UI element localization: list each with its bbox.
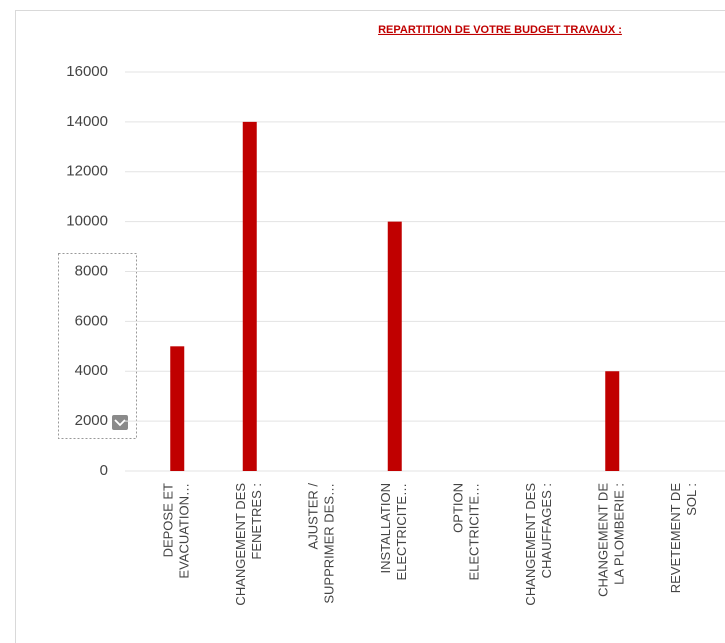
chart-area bbox=[15, 10, 725, 643]
chart-title: REPARTITION DE VOTRE BUDGET TRAVAUX : bbox=[378, 24, 622, 36]
x-tick-label: CHANGEMENT DES CHAUFFAGES : bbox=[523, 483, 554, 606]
x-tick-label-line: DEPOSE ET bbox=[161, 483, 176, 557]
x-tick-label-line: CHANGEMENT DES bbox=[233, 483, 248, 606]
x-tick-label: INSTALLATION ELECTRICITE… bbox=[378, 483, 409, 581]
x-tick-label: OPTION ELECTRICITE… bbox=[451, 483, 482, 581]
x-tick-label-line: SOL : bbox=[684, 483, 699, 516]
x-tick-label: CHANGEMENT DE LA PLOMBERIE : bbox=[596, 483, 627, 597]
y-tick-label: 8000 bbox=[75, 262, 108, 279]
x-tick-label-line: ELECTRICITE… bbox=[394, 483, 409, 581]
x-tick-label: REVETEMENT DE SOL : bbox=[668, 483, 699, 594]
y-tick-label: 0 bbox=[100, 462, 108, 479]
selection-box bbox=[58, 253, 137, 439]
x-tick-label-line: REVETEMENT DE bbox=[668, 483, 683, 594]
x-tick-label-line: LA PLOMBERIE : bbox=[612, 483, 627, 585]
x-tick-label-line: CHAUFFAGES : bbox=[539, 483, 554, 578]
x-tick-label: CHANGEMENT DES FENETRES : bbox=[233, 483, 264, 606]
y-tick-label: 4000 bbox=[75, 362, 108, 379]
y-tick-label: 10000 bbox=[66, 213, 108, 230]
x-tick-label-line: CHANGEMENT DE bbox=[596, 483, 611, 597]
y-tick-label: 2000 bbox=[75, 412, 108, 429]
x-tick-label-line: OPTION bbox=[451, 483, 466, 533]
bar bbox=[242, 121, 257, 471]
bar bbox=[605, 371, 620, 471]
x-tick-label-line: AJUSTER / bbox=[306, 483, 321, 550]
y-tick-label: 6000 bbox=[75, 312, 108, 329]
dropdown-button[interactable] bbox=[112, 415, 128, 430]
y-tick-label: 16000 bbox=[66, 63, 108, 80]
x-tick-label-line: CHANGEMENT DES bbox=[523, 483, 538, 606]
x-tick-label-line: INSTALLATION bbox=[378, 483, 393, 574]
x-tick-label: AJUSTER / SUPPRIMER DES… bbox=[306, 483, 337, 604]
x-tick-label-line: EVACUATION… bbox=[177, 483, 192, 579]
bar bbox=[387, 221, 402, 471]
x-tick-label-line: FENETRES : bbox=[249, 483, 264, 560]
x-tick-label-line: ELECTRICITE… bbox=[467, 483, 482, 581]
y-tick-label: 12000 bbox=[66, 163, 108, 180]
x-tick-label-line: SUPPRIMER DES… bbox=[322, 483, 337, 604]
dropdown-icon bbox=[114, 419, 126, 427]
x-tick-label: DEPOSE ET EVACUATION… bbox=[161, 483, 192, 579]
y-tick-label: 14000 bbox=[66, 113, 108, 130]
bar bbox=[170, 346, 185, 471]
